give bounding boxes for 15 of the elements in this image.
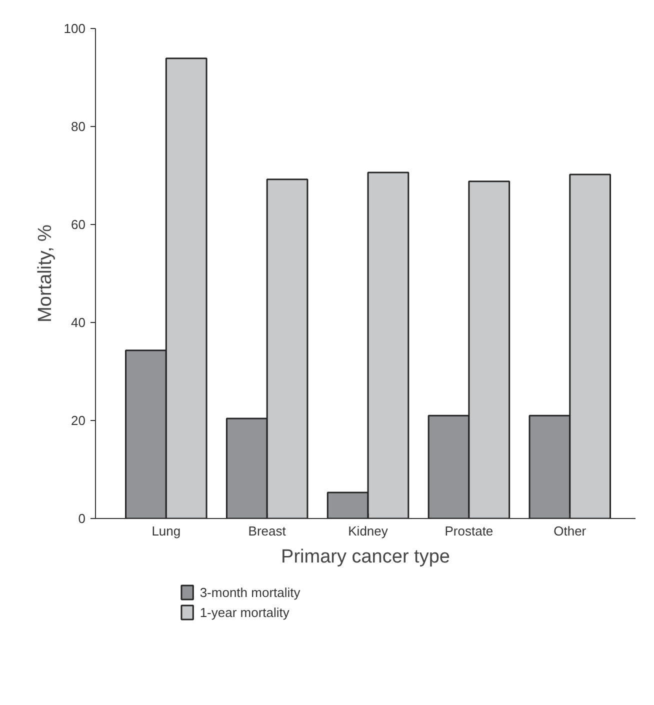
x-tick-label: Breast (248, 524, 286, 538)
y-tick-label: 20 (71, 413, 86, 428)
y-tick-label: 80 (71, 119, 86, 134)
x-tick-label: Other (554, 524, 587, 538)
x-axis-title: Primary cancer type (281, 546, 450, 568)
x-tick-label: Prostate (444, 524, 494, 538)
y-axis-title: Mortality, % (34, 224, 56, 322)
legend-label: 1-year mortality (200, 605, 290, 620)
y-tick-label: 100 (64, 21, 86, 36)
legend-label: 3-month mortality (200, 585, 301, 600)
y-tick-label: 0 (78, 511, 86, 526)
y-tick-label: 60 (71, 217, 86, 232)
y-tick-label: 40 (71, 315, 86, 330)
x-tick-label: Lung (152, 524, 181, 538)
x-tick-label: Kidney (348, 524, 388, 538)
